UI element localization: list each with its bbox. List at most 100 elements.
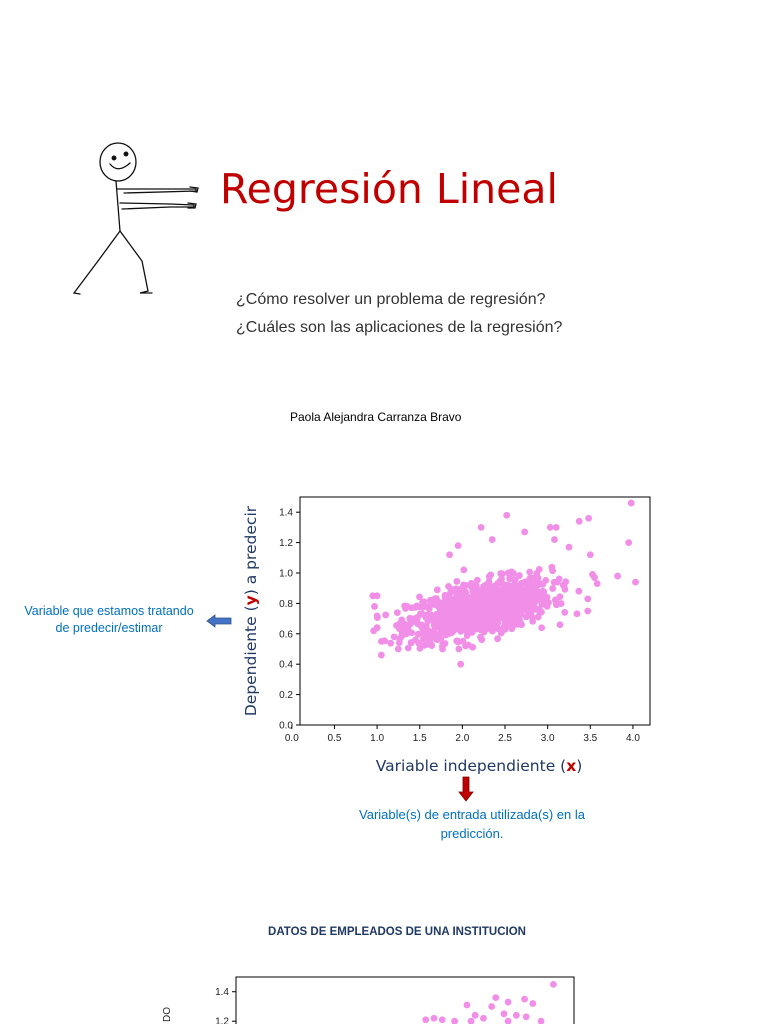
scatter-point xyxy=(614,572,621,580)
scatter-point xyxy=(496,577,504,585)
employees-y-axis-label: DO xyxy=(162,1007,173,1022)
scatter-point xyxy=(468,626,476,634)
scatter-point xyxy=(398,629,406,637)
scatter-point xyxy=(538,624,546,632)
scatter-point xyxy=(439,645,446,653)
scatter-point xyxy=(514,584,522,592)
scatter-point xyxy=(457,627,465,635)
scatter-point xyxy=(497,593,505,601)
x-tick-label: 0.0 xyxy=(285,733,299,744)
employees-scatter-point xyxy=(500,1010,508,1018)
scatter-point xyxy=(412,636,419,644)
scatter-point xyxy=(406,614,414,622)
scatter-point xyxy=(395,620,403,628)
scatter-point xyxy=(491,612,498,620)
x-tick-label: 4.0 xyxy=(626,733,640,744)
scatter-point xyxy=(478,636,486,644)
scatter-point xyxy=(461,618,469,626)
scatter-point xyxy=(521,528,529,536)
scatter-point xyxy=(408,604,415,612)
y-tick-label: 0.0 xyxy=(279,721,293,732)
x-tick-label: 0.5 xyxy=(328,733,342,744)
scatter-point xyxy=(453,637,461,645)
x-axis-label: Variable independiente (x) xyxy=(376,757,583,775)
y-tick-label: 0.4 xyxy=(279,660,293,671)
scatter-point xyxy=(553,601,560,609)
scatter-point xyxy=(504,599,512,607)
scatter-point xyxy=(591,574,598,581)
scatter-point xyxy=(509,586,517,594)
scatter-point xyxy=(377,651,385,659)
x-tick-label: 2.5 xyxy=(498,733,512,744)
scatter-point xyxy=(401,602,409,610)
scatter-point xyxy=(425,602,433,610)
scatter-point xyxy=(457,660,465,668)
y-tick-label: 1.2 xyxy=(279,538,293,549)
employees-scatter-point xyxy=(488,1003,496,1010)
scatter-point xyxy=(470,592,478,600)
y-tick-label: 0.8 xyxy=(279,599,293,610)
employees-scatter-points xyxy=(422,980,557,1024)
scatter-point xyxy=(416,593,423,601)
scatter-point xyxy=(489,597,496,605)
employees-scatter-point xyxy=(492,994,500,1002)
scatter-point xyxy=(408,629,416,637)
scatter-point xyxy=(513,611,521,619)
scatter-point xyxy=(393,609,401,617)
scatter-point xyxy=(404,644,412,652)
scatter-point xyxy=(454,542,462,550)
dependent-variable-note: Variable que estamos tratando de predeci… xyxy=(24,604,194,635)
x-tick-label: 3.5 xyxy=(583,733,597,744)
y-axis-label: Dependiente (y) a predecir xyxy=(242,505,260,716)
scatter-point xyxy=(489,584,497,592)
scatter-point xyxy=(460,581,467,589)
scatter-point xyxy=(395,639,403,646)
scatter-point xyxy=(586,551,594,559)
scatter-point xyxy=(481,598,489,606)
employees-scatter-point xyxy=(522,1013,530,1021)
scatter-point xyxy=(575,517,583,525)
scatter-point xyxy=(441,640,449,647)
employees-scatter-point xyxy=(438,1016,446,1024)
scatter-point xyxy=(546,524,554,531)
scatter-point xyxy=(446,551,453,559)
scatter-point xyxy=(445,622,453,630)
scatter-point xyxy=(430,627,438,635)
scatter-point xyxy=(453,604,461,612)
down-arrow-icon xyxy=(458,776,474,802)
x-tick-label: 3.0 xyxy=(541,733,555,744)
scatter-point xyxy=(535,566,543,573)
scatter-point xyxy=(549,585,557,592)
scatter-point xyxy=(492,605,500,613)
employees-scatter-point xyxy=(529,1000,537,1007)
scatter-point xyxy=(419,598,427,606)
scatter-point xyxy=(448,610,456,618)
subtitle-question-1: ¿Cómo resolver un problema de regresión? xyxy=(236,291,546,308)
scatter-point xyxy=(439,624,446,632)
scatter-point xyxy=(477,524,485,531)
x-tick-label: 1.0 xyxy=(370,733,384,744)
scatter-point xyxy=(542,577,550,584)
scatter-point xyxy=(387,639,395,647)
employees-y-tick-label: 1.2 xyxy=(215,1017,229,1024)
scatter-point xyxy=(438,599,446,607)
left-arrow-icon xyxy=(206,614,232,628)
scatter-point xyxy=(445,591,453,599)
scatter-point xyxy=(429,613,437,621)
scatter-point xyxy=(525,586,533,594)
scatter-point xyxy=(514,620,522,628)
scatter-point xyxy=(497,629,505,637)
scatter-point xyxy=(511,600,519,608)
y-axis-ticks: 0.0 0.2 0.4 0.6 0.8 1.0 1.2 1.4 xyxy=(279,508,300,732)
scatter-point xyxy=(503,511,511,519)
scatter-point xyxy=(420,641,428,649)
scatter-point xyxy=(371,603,378,610)
scatter-point xyxy=(456,598,464,606)
scatter-point xyxy=(431,601,439,608)
scatter-point xyxy=(471,600,479,607)
scatter-point xyxy=(573,610,581,618)
employees-scatter-point xyxy=(550,980,557,988)
scatter-point xyxy=(483,617,491,624)
scatter-point xyxy=(509,594,516,602)
employees-scatter-point xyxy=(521,995,528,1003)
